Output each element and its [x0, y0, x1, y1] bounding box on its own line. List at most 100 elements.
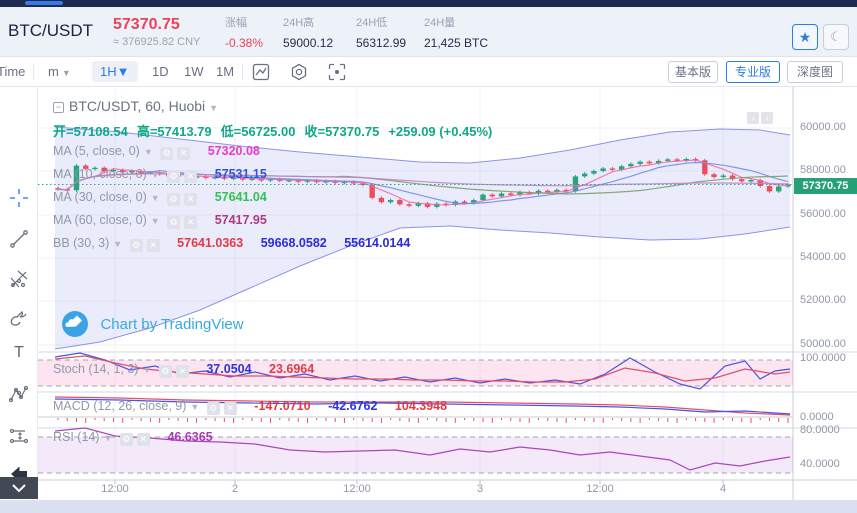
indicator-row-ma30: MA (30, close, 0) ▼ ⚙ ✕ 57641.04: [53, 190, 267, 206]
interval-1h-selected[interactable]: 1H▼: [92, 61, 138, 82]
interval-1w[interactable]: 1W: [184, 64, 204, 79]
close-icon[interactable]: ✕: [184, 170, 198, 183]
brush-tool-icon[interactable]: [8, 308, 30, 330]
close-icon[interactable]: ✕: [146, 239, 160, 252]
indicator-settings-icon[interactable]: [290, 63, 308, 81]
chevron-down-icon[interactable]: ▼: [190, 402, 200, 412]
settings-icon[interactable]: ⚙: [167, 216, 181, 229]
ohlc-high: 高=57413.79: [136, 124, 212, 139]
gann-pitchfork-tool-icon[interactable]: [8, 268, 30, 290]
interval-1d[interactable]: 1D: [152, 64, 169, 79]
indicator-label: MA (60, close, 0): [53, 213, 147, 227]
chevron-down-icon[interactable]: ▼: [143, 147, 153, 157]
chevron-down-icon[interactable]: ▼: [150, 216, 160, 226]
indicator-value: 55614.0144: [344, 236, 411, 250]
settings-icon[interactable]: ⚙: [160, 147, 174, 160]
drawing-toolbar: T: [0, 87, 38, 500]
settings-icon[interactable]: ⚙: [167, 193, 181, 206]
chart-style-icon[interactable]: [252, 63, 270, 81]
dark-mode-button[interactable]: ☾: [823, 24, 849, 50]
stat-24h-low: 24H低 56312.99: [356, 14, 406, 52]
rsi-axis-label: 40.0000: [800, 458, 840, 470]
crosshair-tool-icon[interactable]: [8, 187, 30, 209]
chart-title-row[interactable]: − BTC/USDT, 60, Huobi ▼: [53, 98, 218, 114]
close-icon[interactable]: ✕: [223, 402, 237, 415]
ohlc-low: 低=56725.00: [220, 124, 296, 139]
chevron-down-icon[interactable]: ▼: [150, 193, 160, 203]
settings-icon[interactable]: ⚙: [119, 433, 133, 446]
indicator-value: -42.6762: [328, 399, 378, 413]
stat-24h-volume: 24H量 21,425 BTC: [424, 14, 488, 52]
pane-arrow-icon[interactable]: ↓: [761, 112, 773, 124]
chevron-down-icon: ▼: [209, 103, 219, 113]
chevron-down-icon: ▼: [116, 64, 130, 79]
chevron-down-icon[interactable]: ▼: [103, 433, 113, 443]
price-axis-label: 54000.00: [800, 251, 846, 263]
text-tool-icon[interactable]: T: [14, 344, 24, 361]
scroll-thumb[interactable]: [25, 1, 63, 5]
view-depth-button[interactable]: 深度图: [787, 61, 843, 83]
close-icon[interactable]: ✕: [136, 433, 150, 446]
close-icon[interactable]: ✕: [177, 147, 191, 160]
stoch-axis-label: 100.0000: [800, 352, 846, 364]
favorite-star-button[interactable]: ★: [792, 24, 818, 50]
trend-line-tool-icon[interactable]: [8, 228, 30, 250]
chevron-down-icon[interactable]: ▼: [150, 170, 160, 180]
indicator-row-ma60: MA (60, close, 0) ▼ ⚙ ✕ 57417.95: [53, 213, 267, 229]
price-axis-label: 52000.00: [800, 294, 846, 306]
settings-icon[interactable]: ⚙: [158, 365, 172, 378]
price-axis-label: 56000.00: [800, 208, 846, 220]
ohlc-change: +259.09 (+0.45%): [388, 124, 493, 139]
indicator-label: RSI (14): [53, 430, 100, 444]
indicator-label: BB (30, 3): [53, 236, 110, 250]
fullscreen-icon[interactable]: [328, 63, 346, 81]
tradingview-logo-icon: [62, 311, 88, 337]
time-axis-label: 3: [476, 483, 484, 495]
tradingview-text: Chart by TradingView: [100, 315, 244, 333]
pane-arrow-icon[interactable]: ↓: [747, 112, 759, 124]
forecast-tool-icon[interactable]: [8, 425, 30, 447]
interval-1m[interactable]: 1M: [216, 64, 235, 79]
chevron-down-icon[interactable]: ▼: [142, 365, 152, 375]
indicator-row-ma5: MA (5, close, 0) ▼ ⚙ ✕ 57320.08: [53, 144, 260, 160]
interval-time-label[interactable]: Time: [0, 64, 26, 79]
indicator-value: 46.6365: [167, 430, 213, 444]
collapse-toolbar-button[interactable]: [0, 477, 38, 499]
settings-icon[interactable]: ⚙: [129, 239, 143, 252]
chevron-down-icon[interactable]: ▼: [113, 239, 123, 249]
time-axis-label: 12:00: [586, 483, 614, 495]
minute-dropdown-label: m: [48, 64, 59, 79]
pair-title: BTC/USDT: [8, 21, 93, 40]
back-arrow-icon[interactable]: [8, 463, 30, 485]
collapse-legend-icon[interactable]: −: [53, 102, 64, 113]
indicator-value: 57531.15: [214, 167, 267, 181]
ohlc-close: 收=57370.75: [304, 124, 380, 139]
last-price: 57370.75: [113, 16, 180, 33]
indicator-label: Stoch (14, 1, 3): [53, 362, 139, 376]
close-icon[interactable]: ✕: [184, 193, 198, 206]
indicator-label: MA (30, close, 0): [53, 190, 147, 204]
settings-icon[interactable]: ⚙: [167, 170, 181, 183]
view-pro-button[interactable]: 专业版: [726, 61, 780, 83]
stat-label: 24H低: [356, 17, 388, 29]
minute-dropdown[interactable]: m ▼: [48, 64, 71, 81]
indicator-value: 57417.95: [214, 213, 267, 227]
xabcd-pattern-tool-icon[interactable]: [8, 383, 30, 405]
indicator-label: MA (10, close, 0): [53, 167, 147, 181]
indicator-value: 57641.04: [214, 190, 267, 204]
rsi-axis-label: 80.0000: [800, 424, 840, 436]
tradingview-attribution[interactable]: Chart by TradingView: [62, 311, 244, 337]
stat-label: 涨幅: [225, 17, 247, 29]
star-icon: ★: [798, 29, 812, 45]
settings-icon[interactable]: ⚙: [206, 402, 220, 415]
close-icon[interactable]: ✕: [184, 216, 198, 229]
indicator-row-stoch: Stoch (14, 1, 3) ▼ ⚙ ✕ 37.0504 23.6964: [53, 362, 314, 378]
ohlc-row: 开=57108.54 高=57413.79 低=56725.00 收=57370.75…: [53, 121, 501, 140]
indicator-value: -147.0710: [254, 399, 311, 413]
interval-label: 1H: [100, 64, 117, 79]
price-axis-label: 58000.00: [800, 164, 846, 176]
close-icon[interactable]: ✕: [175, 365, 189, 378]
view-basic-button[interactable]: 基本版: [668, 61, 718, 83]
bottom-strip: [0, 500, 857, 513]
